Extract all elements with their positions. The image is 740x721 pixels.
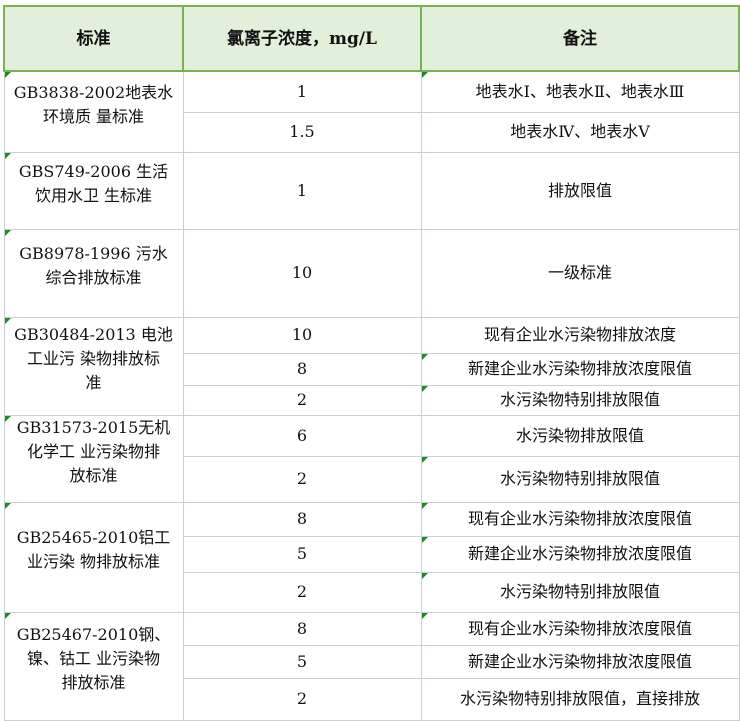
note-cell[interactable]: 一级标准 (420, 228, 740, 318)
header-note[interactable]: 备注 (420, 5, 740, 72)
note-cell[interactable]: 地表水Ⅳ、地表水Ⅴ (420, 111, 740, 153)
concentration-cell[interactable]: 10 (182, 228, 422, 318)
note-cell[interactable]: 新建企业水污染物排放浓度限值 (420, 644, 740, 679)
table-row: GB3838-2002地表水 环境质 量标准 1 地表水Ⅰ、地表水Ⅱ、地表水Ⅲ (3, 70, 740, 153)
note-cell[interactable]: 现有企业水污染物排放浓度 (420, 316, 740, 354)
table-row: 2 水污染物特别排放限值 (4, 384, 740, 416)
standard-cell[interactable]: GB8978-1996 污水 综合排放标准 (3, 228, 184, 318)
note-cell[interactable]: 水污染物特别排放限值 (420, 571, 740, 613)
concentration-cell[interactable]: 5 (182, 535, 422, 573)
note-cell[interactable]: 新建企业水污染物排放浓度限值 (420, 535, 740, 573)
note-cell[interactable]: 水污染物特别排放限值，直接排放 (420, 677, 740, 721)
note-cell[interactable]: 排放限值 (420, 151, 740, 230)
standard-cell[interactable]: GB30484-2013 电池 工业污 染物排放标 准 (3, 316, 184, 416)
concentration-cell[interactable]: 2 (182, 384, 422, 416)
concentration-cell[interactable]: 8 (182, 501, 422, 537)
standard-cell[interactable]: GB3838-2002地表水 环境质 量标准 (3, 70, 184, 153)
chloride-standards-table: 标准 氯离子浓度，mg/L 备注 GB3838-2002地表水 环境质 量标准 1… (3, 5, 740, 721)
table-row: GBS749-2006 生活 饮用水卫 生标准 1 排放限值 (3, 151, 740, 230)
note-cell[interactable]: 水污染物排放限值 (420, 414, 740, 457)
table-row: GB25467-2010钢、 镍、钴工 业污染物 排放标准 8 现有企业水污染物排放… (3, 611, 740, 721)
concentration-cell[interactable]: 10 (182, 316, 422, 354)
standard-cell[interactable]: GB25467-2010钢、 镍、钴工 业污染物 排放标准 (3, 611, 184, 721)
header-concentration[interactable]: 氯离子浓度，mg/L (182, 5, 422, 72)
concentration-cell[interactable]: 2 (182, 677, 422, 721)
concentration-cell[interactable]: 1 (182, 151, 422, 230)
concentration-cell[interactable]: 6 (182, 414, 422, 457)
concentration-cell[interactable]: 2 (182, 571, 422, 613)
standard-cell[interactable]: GB25465-2010铝工 业污染 物排放标准 (3, 501, 184, 613)
concentration-cell[interactable]: 8 (182, 611, 422, 646)
note-cell[interactable]: 新建企业水污染物排放浓度限值 (420, 352, 740, 386)
table-row: GB8978-1996 污水 综合排放标准 10 一级标准 (3, 228, 740, 318)
concentration-cell[interactable]: 1.5 (182, 111, 422, 153)
note-cell[interactable]: 现有企业水污染物排放浓度限值 (420, 611, 740, 646)
note-cell[interactable]: 现有企业水污染物排放浓度限值 (420, 501, 740, 537)
table-row: GB31573-2015无机 化学工 业污染物排 放标准 6 水污染物排放限值 (3, 414, 740, 503)
concentration-cell[interactable]: 1 (182, 70, 422, 113)
concentration-cell[interactable]: 8 (182, 352, 422, 386)
note-cell[interactable]: 水污染物特别排放限值 (420, 455, 740, 503)
note-cell[interactable]: 地表水Ⅰ、地表水Ⅱ、地表水Ⅲ (420, 70, 740, 113)
table-row: GB30484-2013 电池 工业污 染物排放标 准 10 现有企业水污染物排放浓… (3, 316, 740, 416)
table-row: 2 水污染物特别排放限值，直接排放 (4, 677, 740, 721)
table-row: GB25465-2010铝工 业污染 物排放标准 8 现有企业水污染物排放浓度限值 (3, 501, 740, 613)
table-row: 1.5 地表水Ⅳ、地表水Ⅴ (4, 111, 740, 153)
note-cell[interactable]: 水污染物特别排放限值 (420, 384, 740, 416)
standard-cell[interactable]: GBS749-2006 生活 饮用水卫 生标准 (3, 151, 184, 230)
header-standard[interactable]: 标准 (3, 5, 184, 72)
concentration-cell[interactable]: 2 (182, 455, 422, 503)
header-row: 标准 氯离子浓度，mg/L 备注 (3, 5, 740, 72)
concentration-cell[interactable]: 5 (182, 644, 422, 679)
table-row: 2 水污染物特别排放限值 (4, 571, 740, 613)
standard-cell[interactable]: GB31573-2015无机 化学工 业污染物排 放标准 (3, 414, 184, 503)
table-row: 2 水污染物特别排放限值 (4, 455, 740, 503)
